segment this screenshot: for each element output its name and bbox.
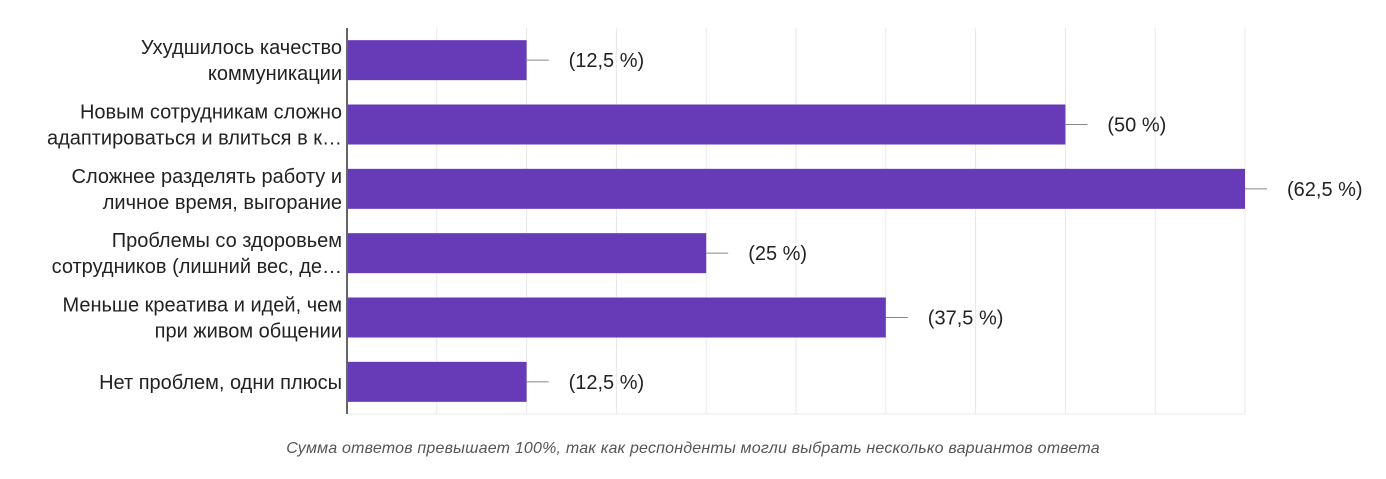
gridlines (347, 28, 1246, 415)
chart-footnote: Сумма ответов превышает 100%, так как ре… (286, 440, 1100, 457)
bar (348, 40, 527, 81)
value-label: (37,5 %) (928, 308, 1004, 330)
bar (348, 233, 707, 274)
bars (348, 40, 1245, 402)
value-label: (12,5 %) (569, 372, 645, 394)
bar (348, 361, 527, 402)
category-label: Новым сотрудникам сложно (80, 102, 342, 124)
category-label: сотрудников (лишний вес, де… (52, 256, 342, 278)
category-label: Ухудшилось качество (141, 37, 342, 59)
category-label: Нет проблем, одни плюсы (99, 372, 342, 394)
category-label: коммуникации (208, 63, 342, 85)
bar (348, 297, 886, 338)
bar (348, 104, 1066, 145)
category-label: адаптироваться и влиться в к… (47, 128, 342, 150)
category-label: личное время, выгорание (103, 192, 342, 214)
category-label: при живом общении (155, 321, 342, 343)
category-label: Меньше креатива и идей, чем (62, 295, 342, 317)
value-label: (50 %) (1107, 115, 1166, 137)
value-labels: (12,5 %) (50 %) (62,5 %) (25 %) (37,5 %) (12,… (526, 50, 1363, 394)
value-label: (12,5 %) (569, 50, 645, 72)
value-label: (25 %) (748, 243, 807, 265)
bar (348, 168, 1245, 209)
category-label: Проблемы со здоровьем (112, 230, 342, 252)
value-label: (62,5 %) (1287, 179, 1363, 201)
category-label: Сложнее разделять работу и (72, 166, 342, 188)
category-labels: Ухудшилось качество коммуникации Новым сот… (47, 37, 342, 394)
